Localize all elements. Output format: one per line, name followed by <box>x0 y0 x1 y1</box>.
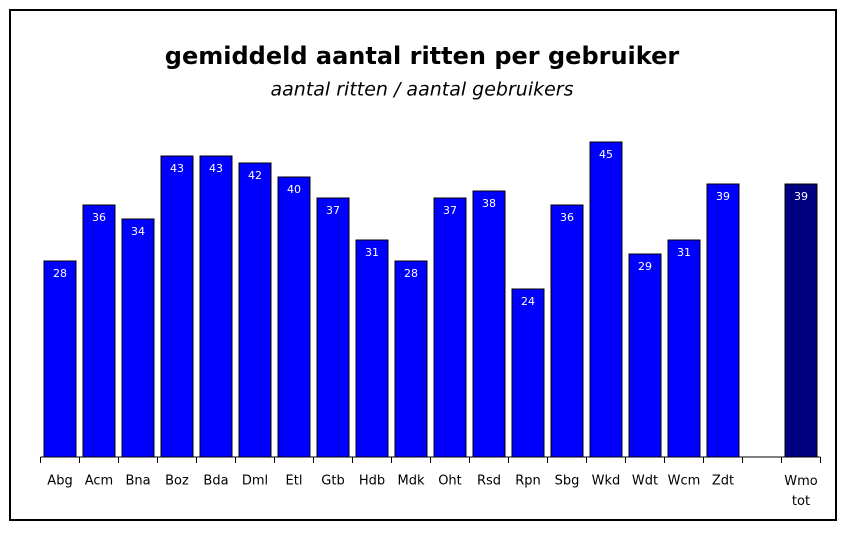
chart-title: gemiddeld aantal ritten per gebruiker <box>165 42 680 70</box>
bar <box>550 204 584 458</box>
x-tick-label: Wdt <box>632 474 658 489</box>
bar <box>82 204 116 458</box>
bar <box>784 183 818 458</box>
value-label: 43 <box>170 162 184 175</box>
value-label: 37 <box>326 204 340 217</box>
bar <box>589 141 623 458</box>
bar <box>706 183 740 458</box>
bar <box>667 239 701 458</box>
bar <box>355 239 389 458</box>
x-tick-label: Wkd <box>592 474 621 489</box>
value-label: 29 <box>638 260 652 273</box>
frame <box>9 9 837 521</box>
bar <box>121 218 155 458</box>
value-label: 45 <box>599 148 613 161</box>
bar <box>628 253 662 458</box>
x-tick-label: Oht <box>438 474 462 489</box>
x-tick-label: Sbg <box>555 474 580 489</box>
value-label: 31 <box>677 246 691 259</box>
value-label: 38 <box>482 197 496 210</box>
x-tick-label: Bda <box>203 474 228 489</box>
x-tick-label: Hdb <box>359 474 385 489</box>
bar <box>511 288 545 458</box>
x-tick-label: Mdk <box>398 474 425 489</box>
bar <box>394 260 428 458</box>
x-tick-label: Rpn <box>515 474 541 489</box>
x-tick-label: Acm <box>85 474 113 489</box>
value-label: 39 <box>716 190 730 203</box>
x-tick-label: Zdt <box>712 474 734 489</box>
bar <box>238 162 272 458</box>
value-label: 34 <box>131 225 145 238</box>
x-tick-label: Bna <box>125 474 150 489</box>
x-tick-label: Gtb <box>321 474 344 489</box>
value-label: 37 <box>443 204 457 217</box>
value-label: 42 <box>248 169 262 182</box>
value-label: 28 <box>404 267 418 280</box>
x-tick-label: Boz <box>165 474 189 489</box>
x-tick-label: Wcm <box>668 474 701 489</box>
value-label: 28 <box>53 267 67 280</box>
x-tick-label: Abg <box>47 474 72 489</box>
bar <box>472 190 506 458</box>
x-tick-label: Etl <box>286 474 303 489</box>
chart-subtitle: aantal ritten / aantal gebruikers <box>270 79 573 101</box>
bar <box>160 155 194 458</box>
value-label: 31 <box>365 246 379 259</box>
value-label: 40 <box>287 183 301 196</box>
bar <box>199 155 233 458</box>
x-tick-label: Dml <box>242 474 268 489</box>
x-tick-label: Wmo tot <box>784 474 818 509</box>
value-label: 36 <box>92 211 106 224</box>
value-label: 43 <box>209 162 223 175</box>
bar <box>316 197 350 458</box>
bar <box>43 260 77 458</box>
bar <box>433 197 467 458</box>
value-label: 36 <box>560 211 574 224</box>
bar <box>277 176 311 458</box>
value-label: 39 <box>794 190 808 203</box>
value-label: 24 <box>521 295 535 308</box>
x-tick-label: Rsd <box>477 474 501 489</box>
